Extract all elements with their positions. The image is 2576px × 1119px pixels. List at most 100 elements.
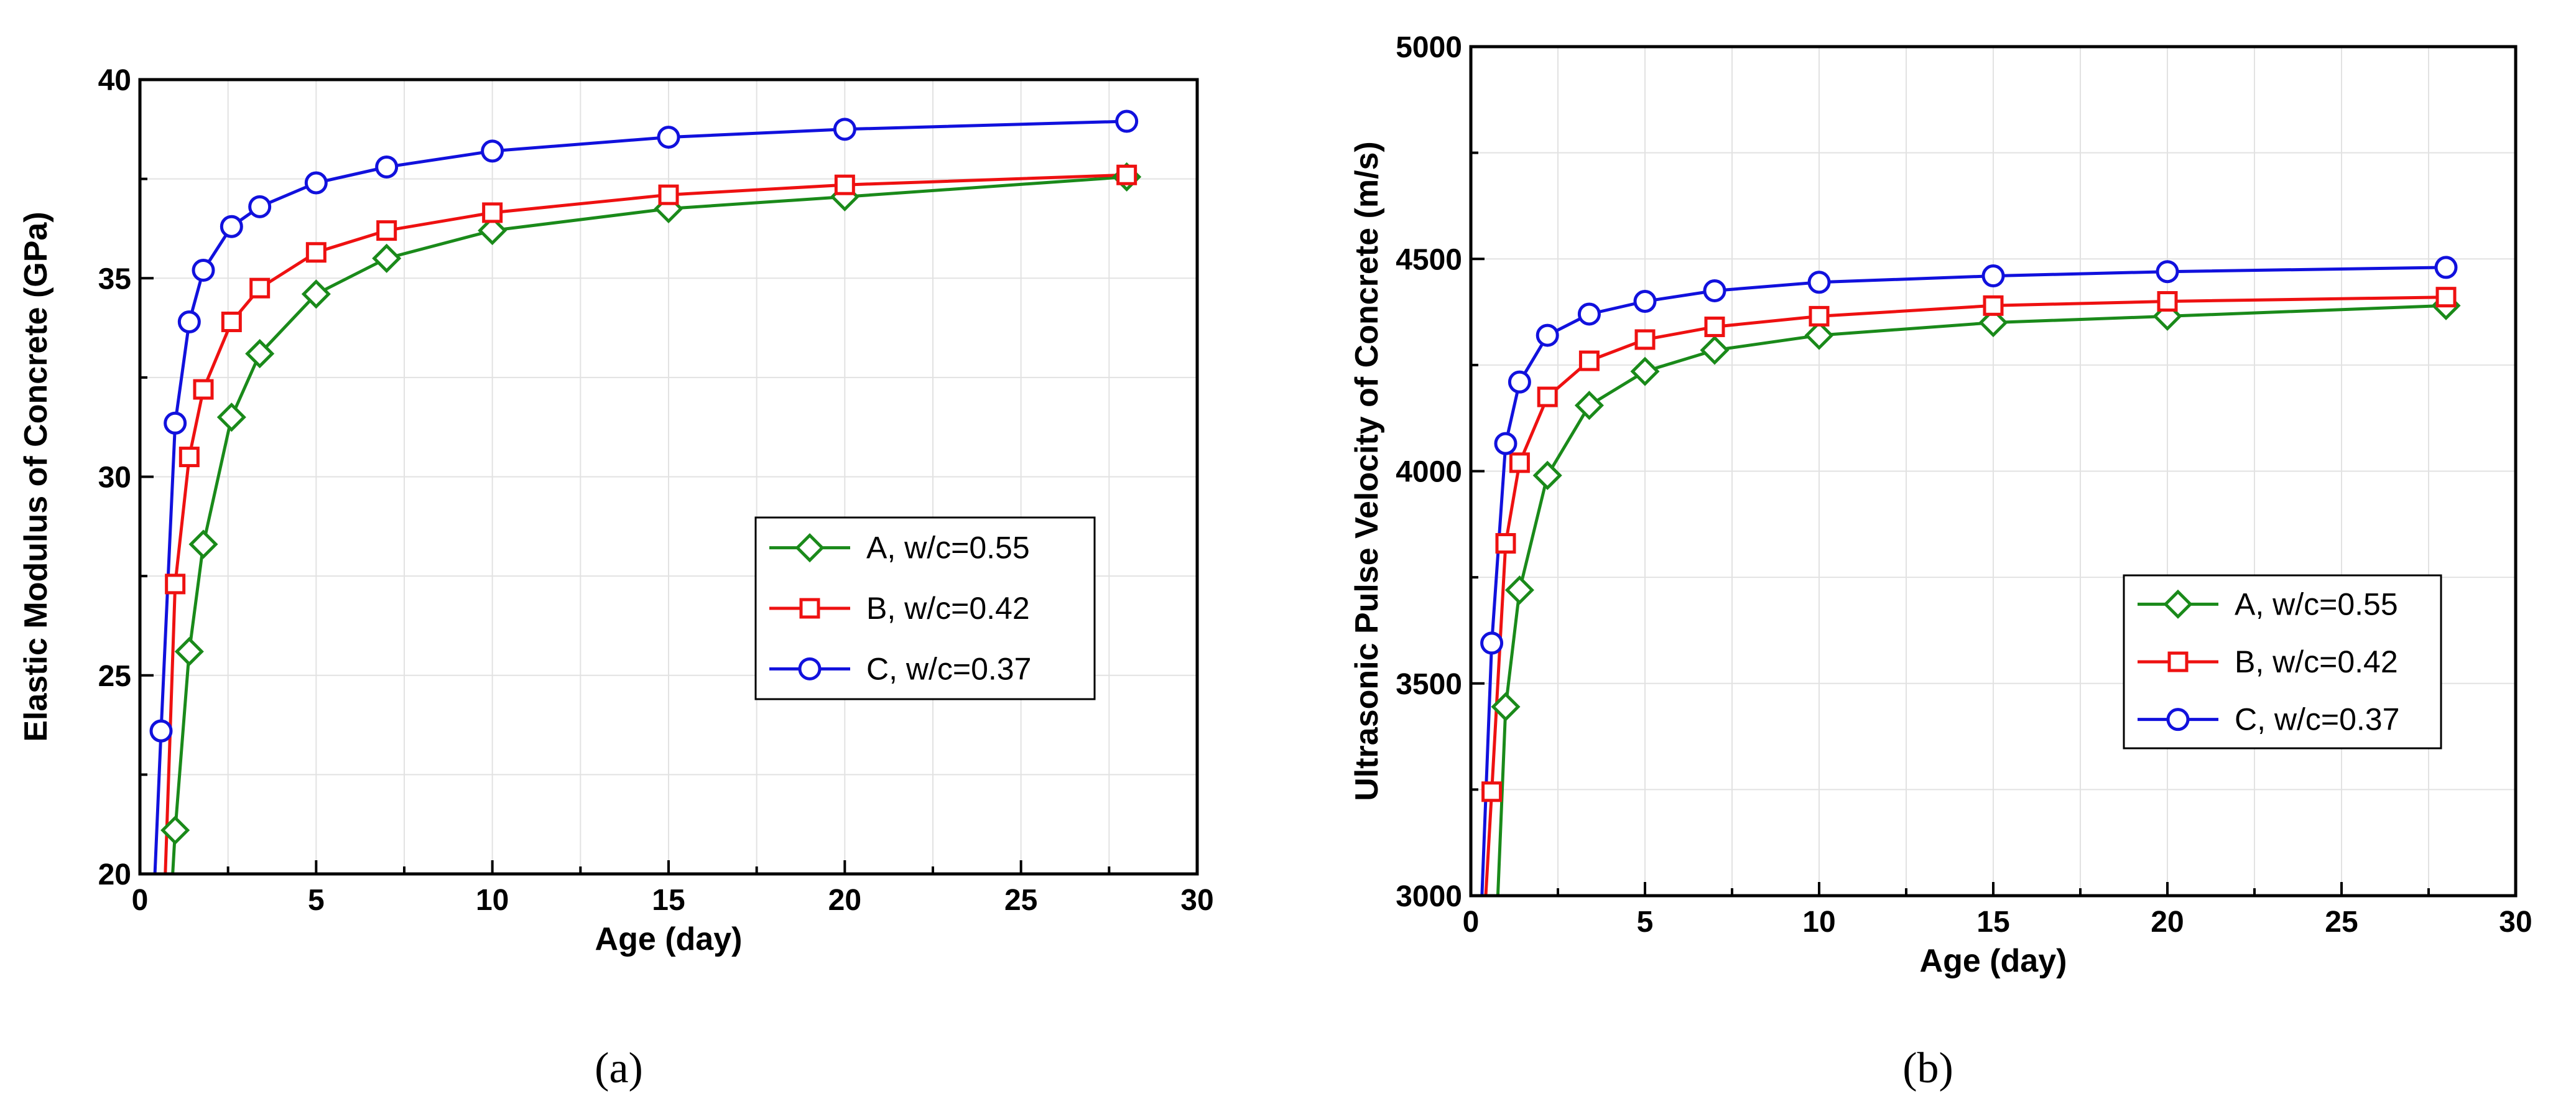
series-line-1: [1484, 295, 2447, 896]
legend-b: A, w/c=0.55 B, w/c=0.42 C, w/c=0.37: [2123, 574, 2442, 750]
data-point-s0-p2: [188, 529, 218, 559]
legend-marker-2: [2166, 708, 2190, 731]
panel-caption-b: (b): [1902, 1044, 1953, 1092]
data-point-s0-p1: [174, 636, 204, 666]
grid-b: [1471, 47, 2516, 896]
y-tick-label: 35: [98, 262, 131, 295]
data-point-s2-p1: [1494, 432, 1517, 455]
data-point-s0-p2: [1532, 460, 1562, 490]
data-point-s1-p5: [1634, 329, 1656, 350]
data-point-s1-p9: [2157, 291, 2178, 312]
data-point-s2-p4: [220, 215, 243, 238]
y-tick-label: 3000: [1396, 880, 1462, 913]
y-tick-label: 25: [98, 660, 131, 693]
y-tick-label: 4000: [1396, 456, 1462, 489]
legend-a: A, w/c=0.55 B, w/c=0.42 C, w/c=0.37: [754, 516, 1096, 700]
x-tick-label: 0: [1463, 906, 1480, 939]
legend-marker-0: [2163, 589, 2193, 619]
data-point-s1-p7: [482, 202, 503, 223]
data-point-s2-p6: [304, 171, 328, 195]
x-tick-label: 15: [1976, 906, 2009, 939]
y-axis-title-b: Ultrasonic Pulse Velocity of Concrete (m…: [1349, 141, 1385, 801]
data-point-s0-p7: [1978, 308, 2008, 338]
data-point-s0-p3: [1574, 391, 1604, 420]
data-point-s1-p0: [1481, 781, 1503, 802]
data-point-s2-p8: [1981, 264, 2005, 288]
data-point-s2-p9: [2156, 260, 2179, 284]
data-point-s1-p3: [221, 311, 242, 332]
x-tick-labels-a: 0 5 10 15 20 25 30: [132, 884, 1214, 917]
data-point-s2-p8: [481, 139, 504, 163]
series-group-b: [1480, 256, 2461, 896]
data-point-s2-p2: [177, 310, 201, 333]
data-point-s0-p6: [1804, 320, 1834, 350]
legend-label-b-0: A, w/c=0.55: [2235, 587, 2398, 621]
data-point-s2-p5: [1633, 290, 1657, 313]
data-point-s0-p3: [216, 402, 246, 432]
data-point-s1-p6: [376, 220, 397, 241]
data-point-s1-p4: [1578, 350, 1600, 371]
data-point-s2-p10: [2434, 256, 2458, 279]
legend-label-b-1: B, w/c=0.42: [2235, 644, 2398, 679]
series-line-1: [164, 173, 1127, 874]
legend-marker-1: [2167, 651, 2189, 672]
y-tick-label: 40: [98, 64, 131, 97]
y-tick-label: 4500: [1396, 243, 1462, 276]
legend-label-a-2: C, w/c=0.37: [866, 651, 1031, 686]
data-point-s2-p3: [1536, 323, 1559, 347]
data-point-s0-p0: [160, 815, 190, 845]
series-line-2: [153, 119, 1127, 874]
data-point-s0-p1: [1504, 575, 1534, 605]
data-point-s2-p5: [248, 195, 272, 218]
data-point-s1-p7: [1809, 305, 1830, 327]
y-tick-labels-b: 3000 3500 4000 4500 5000: [1396, 31, 1462, 913]
data-point-s1-p5: [305, 242, 327, 263]
x-tick-label: 30: [1180, 884, 1213, 917]
ticks-b: [1470, 45, 2517, 897]
y-tick-label: 20: [98, 858, 131, 891]
data-point-s0-p6: [372, 243, 402, 273]
x-tick-label: 25: [1004, 884, 1037, 917]
x-tick-label: 25: [2325, 906, 2358, 939]
data-point-s1-p9: [834, 174, 855, 195]
data-point-s2-p9: [657, 126, 680, 149]
data-point-s2-p0: [149, 719, 173, 743]
data-point-s1-p6: [1704, 316, 1725, 337]
x-tick-label: 15: [652, 884, 685, 917]
data-point-s2-p7: [1807, 271, 1831, 294]
chart-panel-b: 0 5 10 15 20 25 30 3000 3500 4000 4500 5…: [1349, 31, 2532, 1092]
data-point-s1-p8: [1983, 295, 2004, 316]
x-tick-label: 0: [132, 884, 149, 917]
x-tick-label: 20: [828, 884, 861, 917]
x-axis-title-a: Age (day): [595, 921, 743, 957]
data-point-s1-p1: [178, 447, 200, 468]
data-point-s1-p8: [658, 184, 679, 205]
data-point-s2-p6: [1703, 279, 1726, 302]
legend-swatches-b: [2138, 589, 2218, 731]
legend-label-a-0: A, w/c=0.55: [866, 531, 1030, 565]
data-point-s1-p10: [1116, 164, 1137, 185]
data-point-s0-p5: [301, 279, 331, 309]
data-point-s2-p4: [1577, 302, 1601, 326]
x-tick-label: 5: [1637, 906, 1654, 939]
series-line-2: [1480, 266, 2447, 896]
y-tick-labels-a: 20 25 30 35 40: [98, 64, 131, 891]
data-point-s1-p2: [193, 379, 214, 400]
data-point-s1-p2: [1509, 452, 1530, 473]
y-tick-label: 30: [98, 462, 131, 494]
x-tick-label: 10: [476, 884, 509, 917]
data-point-s1-p3: [1537, 386, 1558, 407]
data-point-s1-p0: [165, 573, 186, 595]
legend-label-b-2: C, w/c=0.37: [2235, 702, 2399, 737]
ticks-a: [139, 78, 1198, 875]
y-tick-label: 5000: [1396, 31, 1462, 64]
legend-marker-2: [798, 657, 822, 680]
x-tick-label: 20: [2151, 906, 2184, 939]
x-axis-title-b: Age (day): [1920, 943, 2067, 979]
y-axis-title-a: Elastic Modulus of Concrete (GPa): [18, 211, 54, 741]
data-point-s0-p0: [1491, 692, 1521, 722]
x-tick-label: 30: [2499, 906, 2532, 939]
data-point-s1-p1: [1495, 533, 1516, 554]
data-point-s2-p11: [1115, 109, 1139, 133]
